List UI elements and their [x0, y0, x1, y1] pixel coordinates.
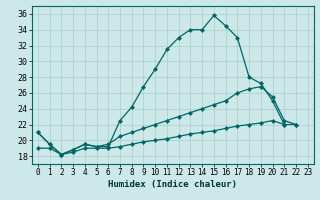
X-axis label: Humidex (Indice chaleur): Humidex (Indice chaleur) — [108, 180, 237, 189]
